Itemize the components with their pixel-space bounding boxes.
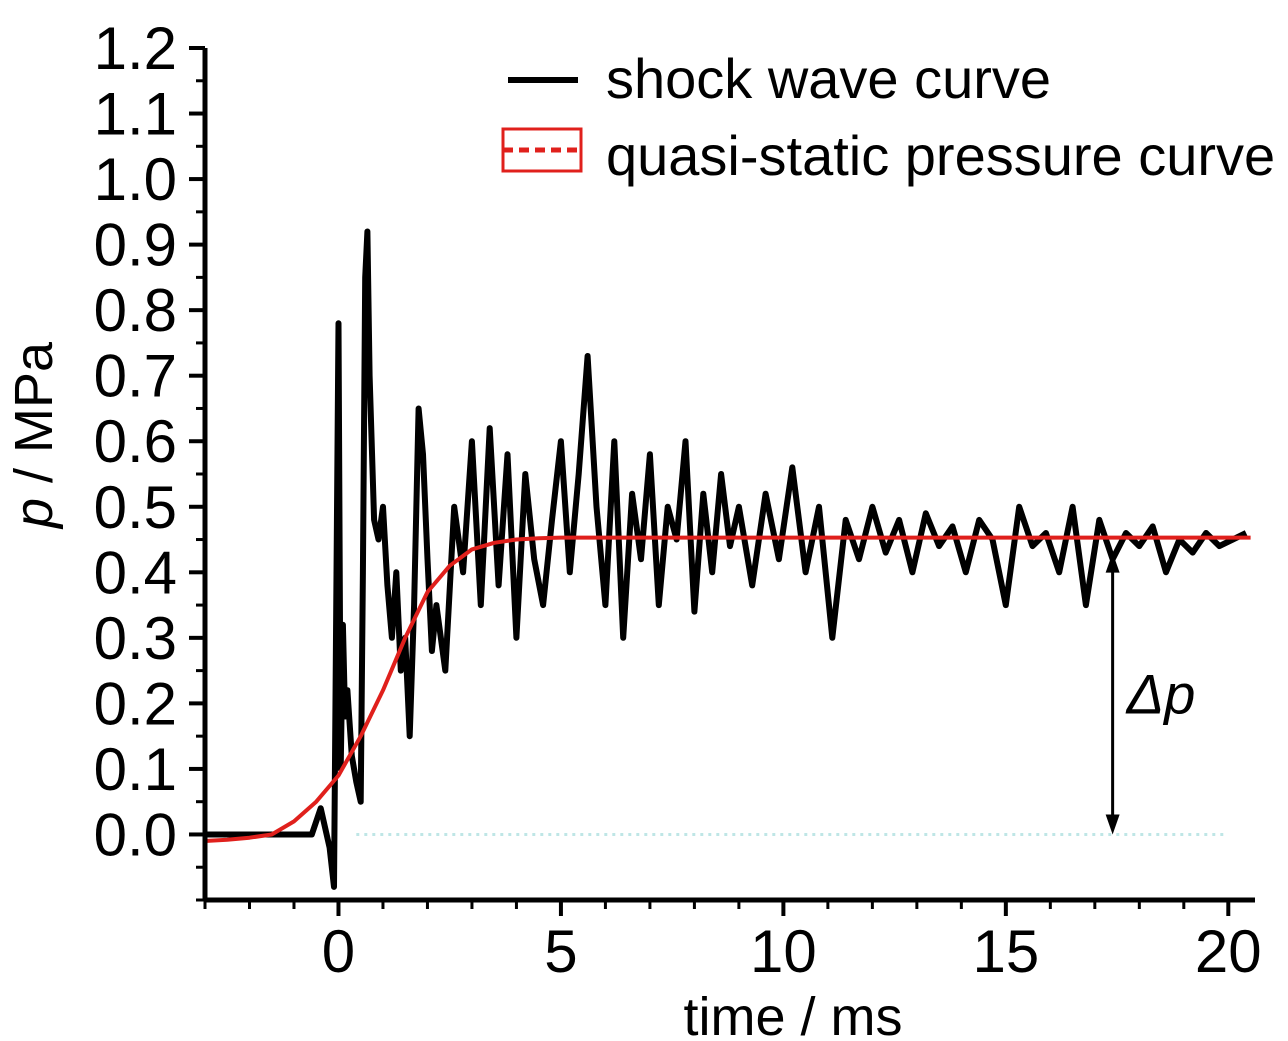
legend-label-quasi-static: quasi-static pressure curve [606, 124, 1275, 187]
y-axis-title-unit: / MPa [4, 341, 64, 498]
x-axis-title: time / ms [683, 987, 902, 1041]
y-tick-label: 0.0 [94, 801, 177, 868]
ticks-layer: 0 5 10 15 200.00.10.20.30.40.50.60.70.80.91.… [94, 15, 1262, 985]
y-tick-label: 0.3 [94, 605, 177, 672]
x-tick-label: 10 [750, 918, 817, 985]
y-tick-label: 0.2 [94, 670, 177, 737]
legend: shock wave curve quasi-static pressure c… [501, 47, 1275, 187]
delta-p-arrowhead-bottom [1105, 814, 1120, 835]
legend-label-shock-wave: shock wave curve [606, 47, 1051, 110]
y-tick-label: 1.1 [94, 81, 177, 148]
delta-p-arrowhead-top [1105, 552, 1120, 573]
axis-titles: time / ms p / MPa [4, 341, 903, 1041]
y-tick-label: 0.5 [94, 474, 177, 541]
series-shock-wave-line [205, 228, 1248, 890]
x-tick-label: 0 [322, 918, 355, 985]
annotation-layer: Δp [1105, 552, 1196, 835]
y-axis-title-variable: p [4, 498, 64, 530]
series-quasi-static-line [204, 535, 1251, 843]
y-tick-label: 1.0 [94, 146, 177, 213]
y-tick-label: 1.2 [94, 15, 177, 82]
x-tick-label: 5 [544, 918, 577, 985]
x-tick-label: 15 [972, 918, 1039, 985]
y-axis-title: p / MPa [4, 341, 64, 530]
y-tick-label: 0.8 [94, 277, 177, 344]
x-tick-label: 20 [1195, 918, 1262, 985]
y-tick-label: 0.7 [94, 343, 177, 410]
y-tick-label: 0.9 [94, 212, 177, 279]
delta-p-label: Δp [1125, 663, 1196, 726]
y-tick-label: 0.1 [94, 736, 177, 803]
y-tick-label: 0.4 [94, 539, 177, 606]
y-tick-label: 0.6 [94, 408, 177, 475]
series-layer [204, 228, 1251, 890]
